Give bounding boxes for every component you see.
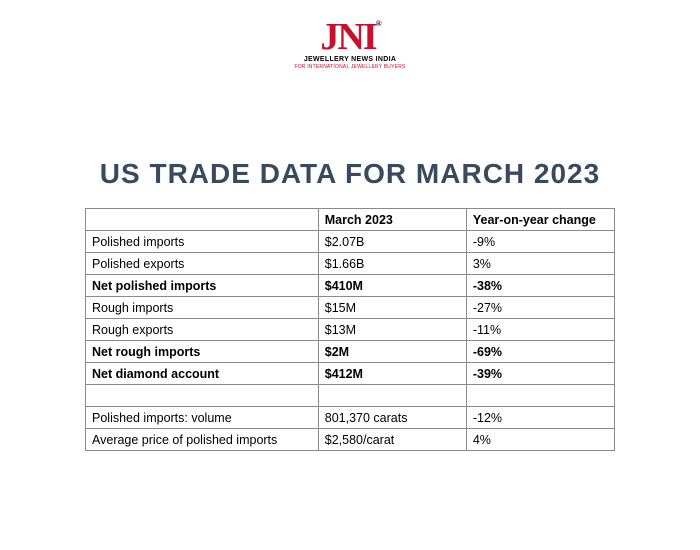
table-cell: Rough exports bbox=[86, 319, 319, 341]
table-cell: Polished imports: volume bbox=[86, 407, 319, 429]
table-cell: 4% bbox=[466, 429, 614, 451]
table-cell: -27% bbox=[466, 297, 614, 319]
table-header: Year-on-year change bbox=[466, 209, 614, 231]
table-row: Polished exports$1.66B3% bbox=[86, 253, 615, 275]
table-body: Polished imports$2.07B-9%Polished export… bbox=[86, 231, 615, 451]
table-cell: -39% bbox=[466, 363, 614, 385]
table-row: Rough exports$13M-11% bbox=[86, 319, 615, 341]
table-row: Net polished imports$410M-38% bbox=[86, 275, 615, 297]
table-cell: Rough imports bbox=[86, 297, 319, 319]
trade-table: March 2023 Year-on-year change Polished … bbox=[85, 208, 615, 451]
page-title: US TRADE DATA FOR MARCH 2023 bbox=[100, 158, 600, 190]
table-header: March 2023 bbox=[318, 209, 466, 231]
table-cell: 801,370 carats bbox=[318, 407, 466, 429]
table-row: Polished imports$2.07B-9% bbox=[86, 231, 615, 253]
table-cell: -12% bbox=[466, 407, 614, 429]
logo-subtitle2: FOR INTERNATIONAL JEWELLERY BUYERS bbox=[294, 64, 405, 70]
logo-main: JNI® bbox=[320, 18, 379, 56]
table-cell: -69% bbox=[466, 341, 614, 363]
table-cell bbox=[466, 385, 614, 407]
table-cell: $15M bbox=[318, 297, 466, 319]
table-header bbox=[86, 209, 319, 231]
table-cell: Average price of polished imports bbox=[86, 429, 319, 451]
table-row: Net rough imports$2M-69% bbox=[86, 341, 615, 363]
logo-text: JNI bbox=[320, 16, 375, 58]
table-cell: 3% bbox=[466, 253, 614, 275]
table-row: Net diamond account$412M-39% bbox=[86, 363, 615, 385]
table-cell: $2,580/carat bbox=[318, 429, 466, 451]
table-row bbox=[86, 385, 615, 407]
table-row: Average price of polished imports$2,580/… bbox=[86, 429, 615, 451]
logo-reg: ® bbox=[376, 19, 380, 28]
table-cell: $2.07B bbox=[318, 231, 466, 253]
table-cell: Polished imports bbox=[86, 231, 319, 253]
table-cell bbox=[318, 385, 466, 407]
table-row: Rough imports$15M-27% bbox=[86, 297, 615, 319]
table-cell: Net rough imports bbox=[86, 341, 319, 363]
trade-table-container: March 2023 Year-on-year change Polished … bbox=[85, 208, 615, 451]
table-cell: -38% bbox=[466, 275, 614, 297]
table-cell: Polished exports bbox=[86, 253, 319, 275]
table-row: Polished imports: volume801,370 carats-1… bbox=[86, 407, 615, 429]
table-cell: $2M bbox=[318, 341, 466, 363]
table-cell: -11% bbox=[466, 319, 614, 341]
table-cell: Net polished imports bbox=[86, 275, 319, 297]
table-cell: $410M bbox=[318, 275, 466, 297]
table-header-row: March 2023 Year-on-year change bbox=[86, 209, 615, 231]
table-cell: $1.66B bbox=[318, 253, 466, 275]
table-cell bbox=[86, 385, 319, 407]
table-cell: -9% bbox=[466, 231, 614, 253]
table-cell: Net diamond account bbox=[86, 363, 319, 385]
table-cell: $13M bbox=[318, 319, 466, 341]
logo: JNI® JEWELLERY NEWS INDIA FOR INTERNATIO… bbox=[294, 18, 405, 70]
table-cell: $412M bbox=[318, 363, 466, 385]
